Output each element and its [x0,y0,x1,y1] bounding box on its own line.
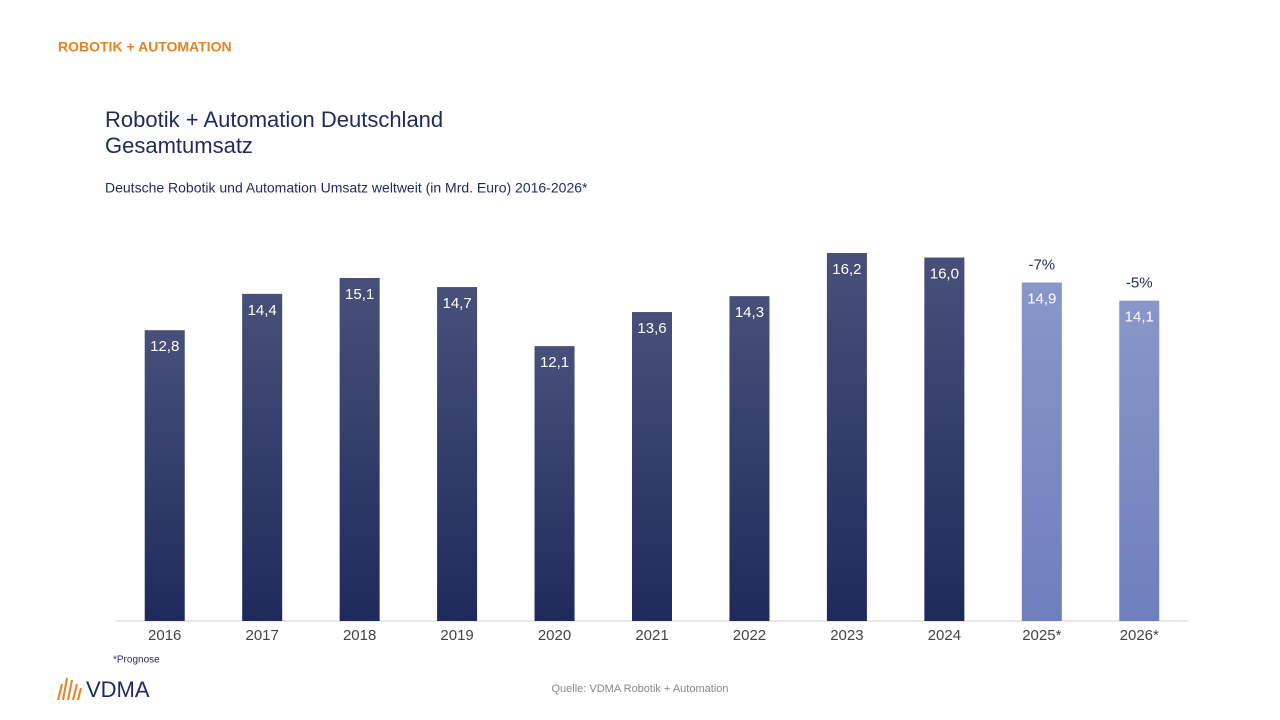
x-tick-label: 2018 [343,627,376,644]
value-label: 14,9 [1027,290,1056,307]
value-label: 16,2 [832,261,861,278]
change-annotation: -5% [1126,275,1153,292]
value-label: 13,6 [637,320,666,337]
change-annotation: -7% [1028,256,1055,273]
bar-shade [144,330,185,621]
bar-shade [534,346,575,621]
header: ROBOTIK + AUTOMATION [58,39,232,55]
bar-shade [729,296,770,621]
value-label: 14,4 [248,302,277,319]
x-tick-label: 2022 [733,627,766,644]
x-tick-label: 2019 [440,627,473,644]
value-label: 12,1 [540,354,569,371]
x-tick-label: 2017 [245,627,278,644]
value-label: 14,7 [442,295,471,312]
bar-shade [632,312,672,621]
source: Quelle: VDMA Robotik + Automation [551,683,728,695]
bar-shade [242,293,283,621]
value-label: 14,1 [1125,309,1154,326]
bar-shade [1021,282,1062,621]
logo-icon [57,677,82,701]
value-label: 14,3 [735,304,764,321]
x-tick-label: 2020 [538,627,571,644]
bar-shade [1119,300,1160,621]
logo-text: VDMA [86,677,150,702]
chart-title-line2: Gesamtumsatz [105,133,253,158]
x-tick-label: 2016 [148,627,181,644]
chart-title: Robotik + Automation Deutschland [105,107,443,132]
value-label: 15,1 [345,286,374,303]
x-tick-label: 2026* [1120,627,1159,644]
bar-shade [924,257,965,621]
bar-shade [339,277,380,621]
value-label: 16,0 [930,266,959,283]
bar-shade [826,253,867,621]
x-tick-label: 2024 [928,627,961,644]
x-tick-label: 2023 [830,627,863,644]
value-label: 12,8 [150,338,179,355]
chart-subtitle: Deutsche Robotik und Automation Umsatz w… [105,180,588,196]
x-tick-label: 2025* [1022,627,1061,644]
x-tick-label: 2021 [635,627,668,644]
footnote: *Prognose [113,655,160,666]
bar-shade [437,287,478,621]
